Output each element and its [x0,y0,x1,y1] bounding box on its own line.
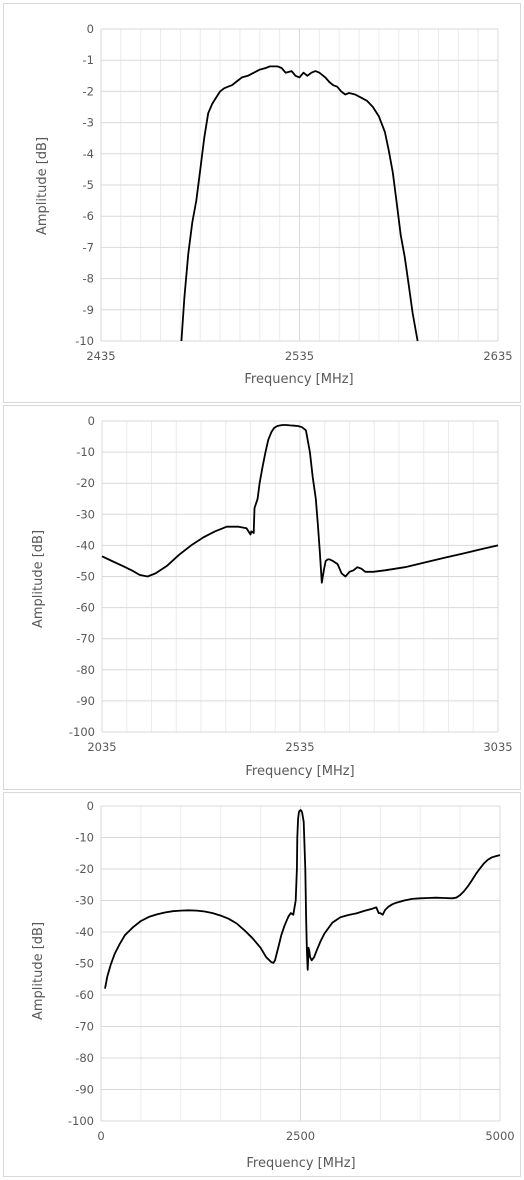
y-tick-label: -70 [75,1020,94,1034]
y-tick-label: -9 [83,303,94,317]
y-tick-label: -30 [76,507,95,521]
x-tick-label: 3035 [483,740,512,754]
x-axis-title: Frequency [MHz] [246,1156,355,1171]
y-tick-label: -1 [83,53,94,67]
y-tick-label: -80 [75,1051,94,1065]
chart-panel-1: 0 -1 -2 -3 -4 -5 -6 -7 -8 -9 -10 2435 2535 2635 Frequ… [3,3,521,403]
x-tick-label: 2035 [87,740,116,754]
y-tick-label: -10 [76,445,95,459]
series-line [101,424,499,584]
x-tick-label: 5000 [485,1129,514,1143]
y-tick-label: -30 [75,894,94,908]
y-tick-label: -90 [75,1083,94,1097]
y-axis-title: Amplitude [dB] [31,922,46,1020]
y-tick-label: -50 [75,957,94,971]
y-axis-title: Amplitude [dB] [31,530,46,628]
y-tick-label: -50 [76,570,95,584]
x-tick-label: 2535 [285,349,314,363]
y-tick-label: -90 [76,694,95,708]
y-tick-label: -6 [83,209,94,223]
x-axis-title: Frequency [MHz] [244,372,353,387]
y-tick-label: -80 [76,663,95,677]
y-tick-label: -60 [75,988,94,1002]
x-tick-label: 2500 [286,1129,315,1143]
y-tick-label: -70 [76,632,95,646]
y-tick-label: -4 [83,147,94,161]
x-tick-label: 2435 [86,349,115,363]
y-tick-label: -3 [83,116,94,130]
y-tick-label: -20 [75,862,94,876]
y-tick-label: -100 [69,725,95,739]
y-axis-title: Amplitude [dB] [35,137,50,235]
chart-panel-2: 0 -10 -20 -30 -40 -50 -60 -70 -80 -90 -100 2035 2535… [3,405,521,790]
y-tick-label: 0 [88,414,95,428]
y-tick-label: -20 [76,476,95,490]
series-line [180,65,419,342]
y-tick-label: -7 [83,240,94,254]
x-axis-title: Frequency [MHz] [245,764,354,779]
chart-panel-3: 0 -10 -20 -30 -40 -50 -60 -70 -80 -90 -100 0 2500 500… [3,792,521,1177]
y-tick-label: -60 [76,601,95,615]
y-tick-label: -8 [83,272,94,286]
y-tick-label: -40 [75,925,94,939]
y-tick-label: -10 [75,334,94,348]
x-tick-label: 2635 [483,349,512,363]
y-tick-label: -5 [83,178,94,192]
y-tick-label: -2 [83,84,94,98]
y-tick-label: 0 [87,22,94,36]
y-tick-label: 0 [87,799,94,813]
series-line [104,809,501,989]
x-tick-label: 0 [97,1129,104,1143]
y-tick-label: -40 [76,538,95,552]
y-tick-label: -100 [68,1114,94,1128]
y-tick-label: -10 [75,831,94,845]
x-tick-label: 2535 [285,740,314,754]
